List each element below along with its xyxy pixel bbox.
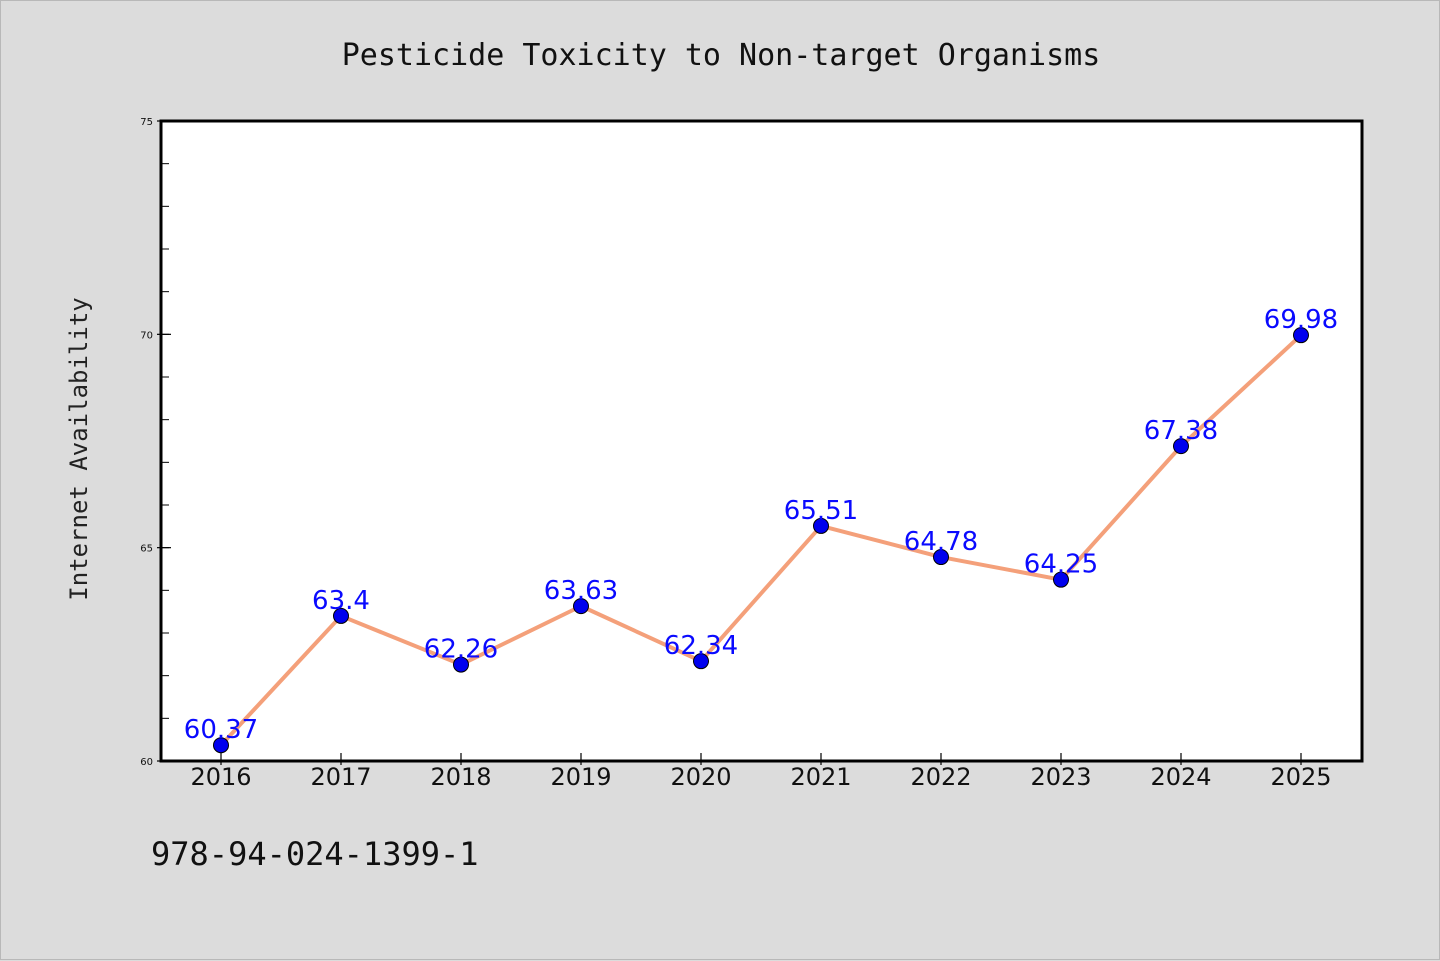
data-label-2: 62.26: [424, 635, 498, 665]
data-points: [213, 327, 1309, 754]
data-label-1: 63.4: [312, 586, 370, 616]
y-axis-ticks: 60 65 70 75: [140, 117, 171, 768]
data-point-2: [453, 656, 469, 673]
x-tick-label-8: 2024: [1150, 763, 1211, 791]
footer-code: 978-94-024-1399-1: [151, 835, 479, 873]
data-label-9: 69.98: [1264, 305, 1338, 335]
data-label-8: 67.38: [1144, 416, 1218, 446]
data-point-3: [573, 598, 589, 615]
data-label-7: 64.25: [1024, 550, 1098, 580]
x-tick-label-1: 2017: [310, 763, 371, 791]
y-axis-label: Internet Availability: [65, 297, 93, 600]
data-point-1: [333, 607, 349, 624]
data-point-8: [1173, 438, 1189, 455]
data-point-0: [213, 737, 229, 754]
data-point-9: [1293, 327, 1309, 344]
data-label-0: 60.37: [184, 715, 258, 745]
y-tick-label-2: 70: [140, 330, 153, 341]
data-point-4: [693, 653, 709, 670]
y-tick-label-3: 75: [140, 117, 153, 128]
data-labels: 60.37 63.4 62.26 63.63 62.34 65.51 64.78 64.25 6…: [184, 305, 1338, 745]
x-tick-label-9: 2025: [1270, 763, 1331, 791]
data-point-7: [1053, 571, 1069, 588]
x-tick-label-0: 2016: [190, 763, 251, 791]
data-label-5: 65.51: [784, 496, 858, 526]
x-tick-label-3: 2019: [550, 763, 611, 791]
x-tick-label-7: 2023: [1030, 763, 1091, 791]
y-tick-label-1: 65: [140, 544, 153, 555]
series-line: [219, 333, 1303, 748]
x-axis-ticks: 2016 2017 2018 2019 2020 2021 2022 2023 2024 2025: [190, 753, 1332, 791]
data-point-6: [933, 549, 949, 566]
data-point-5: [813, 517, 829, 534]
data-label-4: 62.34: [664, 631, 738, 661]
chart-title: Pesticide Toxicity to Non-target Organis…: [342, 38, 1101, 73]
x-tick-label-4: 2020: [670, 763, 731, 791]
data-label-3: 63.63: [544, 576, 618, 606]
plot-area: [159, 119, 1364, 763]
x-tick-label-6: 2022: [910, 763, 971, 791]
data-label-6: 64.78: [904, 527, 978, 557]
y-tick-label-0: 60: [140, 757, 153, 768]
x-tick-label-5: 2021: [790, 763, 851, 791]
x-tick-label-2: 2018: [430, 763, 491, 791]
